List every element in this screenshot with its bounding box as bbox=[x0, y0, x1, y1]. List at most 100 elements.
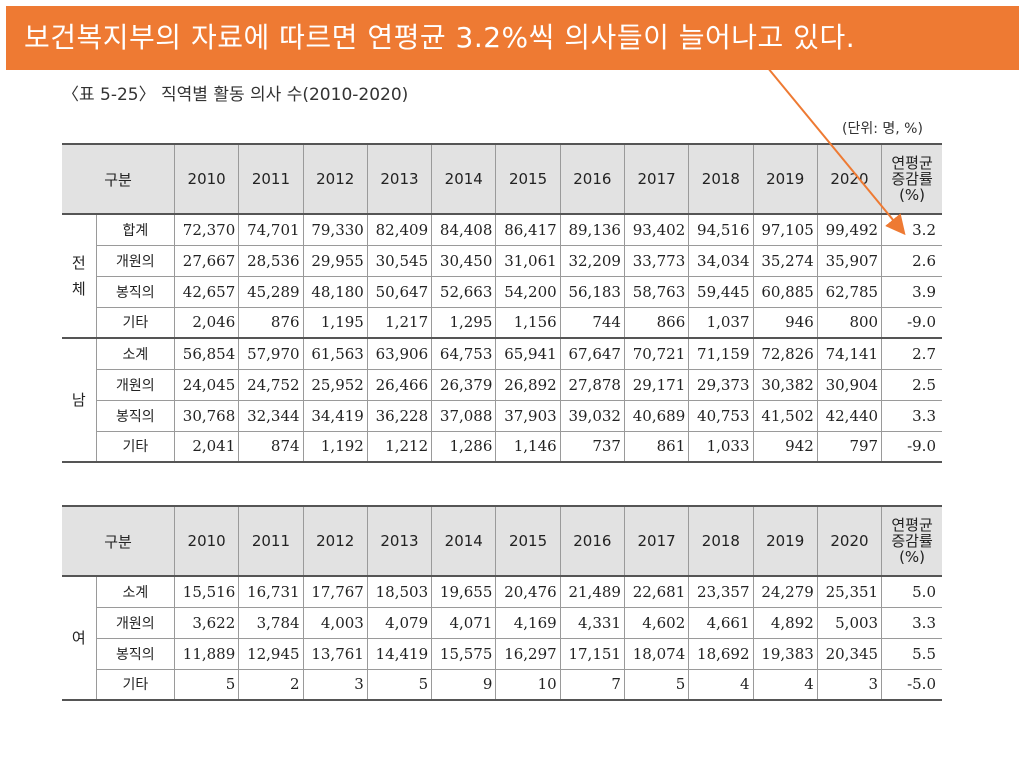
table-row: 개원의 3,622 3,784 4,003 4,079 4,071 4,169 4,331 4,… bbox=[62, 607, 942, 639]
value-cell: 18,074 bbox=[624, 638, 690, 670]
header-year: 2012 bbox=[303, 143, 368, 215]
header-growth-line: 연평균 bbox=[891, 516, 933, 534]
value-cell: 17,151 bbox=[560, 638, 625, 670]
value-cell: 5 bbox=[174, 669, 240, 701]
header-growth-line: (%) bbox=[899, 186, 926, 204]
value-cell: 1,295 bbox=[431, 307, 497, 339]
row-label: 개원의 bbox=[96, 607, 176, 639]
growth-cell: 2.6 bbox=[881, 245, 942, 277]
value-cell: 22,681 bbox=[624, 576, 690, 608]
value-cell: 62,785 bbox=[817, 276, 883, 308]
value-cell: 29,373 bbox=[688, 369, 754, 401]
value-cell: 27,667 bbox=[174, 245, 240, 277]
value-cell: 35,274 bbox=[753, 245, 818, 277]
growth-cell: 5.5 bbox=[881, 638, 942, 670]
value-cell: 24,279 bbox=[753, 576, 818, 608]
value-cell: 32,209 bbox=[560, 245, 625, 277]
group-label: 여 bbox=[62, 576, 97, 701]
value-cell: 25,952 bbox=[303, 369, 368, 401]
table-row: 개원의 27,667 28,536 29,955 30,545 30,450 31,061 3… bbox=[62, 245, 942, 277]
value-cell: 4,892 bbox=[753, 607, 818, 639]
value-cell: 86,417 bbox=[495, 214, 561, 246]
header-year: 2020 bbox=[817, 505, 883, 577]
value-cell: 94,516 bbox=[688, 214, 754, 246]
value-cell: 19,383 bbox=[753, 638, 818, 670]
value-cell: 942 bbox=[753, 431, 818, 463]
value-cell: 2,041 bbox=[174, 431, 240, 463]
value-cell: 20,345 bbox=[817, 638, 883, 670]
value-cell: 50,647 bbox=[367, 276, 433, 308]
value-cell: 40,753 bbox=[688, 400, 754, 432]
value-cell: 874 bbox=[238, 431, 304, 463]
value-cell: 84,408 bbox=[431, 214, 497, 246]
value-cell: 70,721 bbox=[624, 338, 690, 370]
value-cell: 10 bbox=[495, 669, 561, 701]
value-cell: 16,297 bbox=[495, 638, 561, 670]
value-cell: 23,357 bbox=[688, 576, 754, 608]
value-cell: 79,330 bbox=[303, 214, 368, 246]
value-cell: 4,003 bbox=[303, 607, 368, 639]
value-cell: 27,878 bbox=[560, 369, 625, 401]
growth-cell: 3.3 bbox=[881, 607, 942, 639]
value-cell: 58,763 bbox=[624, 276, 690, 308]
value-cell: 4,071 bbox=[431, 607, 497, 639]
value-cell: 48,180 bbox=[303, 276, 368, 308]
value-cell: 61,563 bbox=[303, 338, 368, 370]
value-cell: 52,663 bbox=[431, 276, 497, 308]
value-cell: 26,379 bbox=[431, 369, 497, 401]
value-cell: 18,503 bbox=[367, 576, 433, 608]
value-cell: 59,445 bbox=[688, 276, 754, 308]
value-cell: 74,141 bbox=[817, 338, 883, 370]
value-cell: 63,906 bbox=[367, 338, 433, 370]
row-label: 봉직의 bbox=[96, 638, 176, 670]
value-cell: 37,903 bbox=[495, 400, 561, 432]
value-cell: 34,419 bbox=[303, 400, 368, 432]
table-row: 개원의 24,045 24,752 25,952 26,466 26,379 26,892 2… bbox=[62, 369, 942, 401]
header-growth-line: (%) bbox=[899, 548, 926, 566]
value-cell: 4,331 bbox=[560, 607, 625, 639]
header-year: 2017 bbox=[624, 505, 690, 577]
value-cell: 861 bbox=[624, 431, 690, 463]
value-cell: 1,212 bbox=[367, 431, 433, 463]
value-cell: 24,752 bbox=[238, 369, 304, 401]
growth-cell: -9.0 bbox=[881, 307, 942, 339]
value-cell: 1,195 bbox=[303, 307, 368, 339]
table-row: 남 소계 56,854 57,970 61,563 63,906 64,753 65,941 6… bbox=[62, 338, 942, 463]
row-label: 봉직의 bbox=[96, 276, 176, 308]
row-label: 기타 bbox=[96, 669, 176, 701]
header-growth-rate: 연평균 증감률 (%) bbox=[881, 143, 942, 215]
value-cell: 56,854 bbox=[174, 338, 240, 370]
value-cell: 2 bbox=[238, 669, 304, 701]
value-cell: 28,536 bbox=[238, 245, 304, 277]
header-year: 2013 bbox=[367, 143, 433, 215]
value-cell: 1,217 bbox=[367, 307, 433, 339]
value-cell: 1,146 bbox=[495, 431, 561, 463]
value-cell: 11,889 bbox=[174, 638, 240, 670]
value-cell: 12,945 bbox=[238, 638, 304, 670]
value-cell: 30,904 bbox=[817, 369, 883, 401]
growth-cell: -9.0 bbox=[881, 431, 942, 463]
value-cell: 21,489 bbox=[560, 576, 625, 608]
value-cell: 4,602 bbox=[624, 607, 690, 639]
header-year: 2017 bbox=[624, 143, 690, 215]
value-cell: 42,440 bbox=[817, 400, 883, 432]
header-growth-line: 증감률 bbox=[891, 532, 933, 550]
table-row: 봉직의 30,768 32,344 34,419 36,228 37,088 37,903 3… bbox=[62, 400, 942, 432]
value-cell: 42,657 bbox=[174, 276, 240, 308]
value-cell: 4,661 bbox=[688, 607, 754, 639]
row-label: 봉직의 bbox=[96, 400, 176, 432]
value-cell: 72,826 bbox=[753, 338, 818, 370]
value-cell: 74,701 bbox=[238, 214, 304, 246]
header-year: 2010 bbox=[174, 505, 240, 577]
value-cell: 35,907 bbox=[817, 245, 883, 277]
row-label: 기타 bbox=[96, 431, 176, 463]
value-cell: 797 bbox=[817, 431, 883, 463]
header-year: 2018 bbox=[688, 505, 754, 577]
value-cell: 15,516 bbox=[174, 576, 240, 608]
value-cell: 18,692 bbox=[688, 638, 754, 670]
table-row: 봉직의 42,657 45,289 48,180 50,647 52,663 54,200 5… bbox=[62, 276, 942, 308]
header-year: 2019 bbox=[753, 505, 818, 577]
value-cell: 82,409 bbox=[367, 214, 433, 246]
value-cell: 26,466 bbox=[367, 369, 433, 401]
value-cell: 4 bbox=[753, 669, 818, 701]
